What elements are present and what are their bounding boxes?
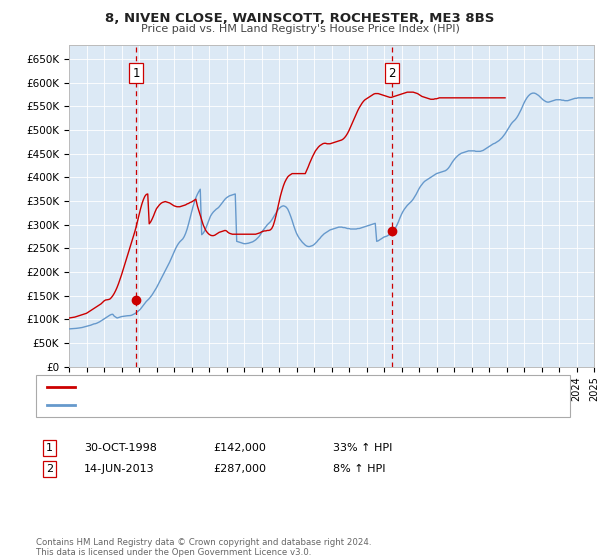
Text: 8, NIVEN CLOSE, WAINSCOTT, ROCHESTER, ME3 8BS: 8, NIVEN CLOSE, WAINSCOTT, ROCHESTER, ME… — [106, 12, 494, 25]
Text: HPI: Average price, detached house, Medway: HPI: Average price, detached house, Medw… — [81, 400, 317, 410]
Text: 1: 1 — [132, 67, 140, 80]
Text: 8, NIVEN CLOSE, WAINSCOTT, ROCHESTER, ME3 8BS (detached house): 8, NIVEN CLOSE, WAINSCOTT, ROCHESTER, ME… — [81, 382, 449, 392]
Text: Price paid vs. HM Land Registry's House Price Index (HPI): Price paid vs. HM Land Registry's House … — [140, 24, 460, 34]
Text: £287,000: £287,000 — [213, 464, 266, 474]
Text: 14-JUN-2013: 14-JUN-2013 — [84, 464, 155, 474]
Text: 2: 2 — [46, 464, 53, 474]
Text: 2: 2 — [388, 67, 395, 80]
Text: Contains HM Land Registry data © Crown copyright and database right 2024.
This d: Contains HM Land Registry data © Crown c… — [36, 538, 371, 557]
Text: 30-OCT-1998: 30-OCT-1998 — [84, 443, 157, 453]
Text: £142,000: £142,000 — [213, 443, 266, 453]
Text: 33% ↑ HPI: 33% ↑ HPI — [333, 443, 392, 453]
Text: 1: 1 — [46, 443, 53, 453]
Text: 8% ↑ HPI: 8% ↑ HPI — [333, 464, 386, 474]
